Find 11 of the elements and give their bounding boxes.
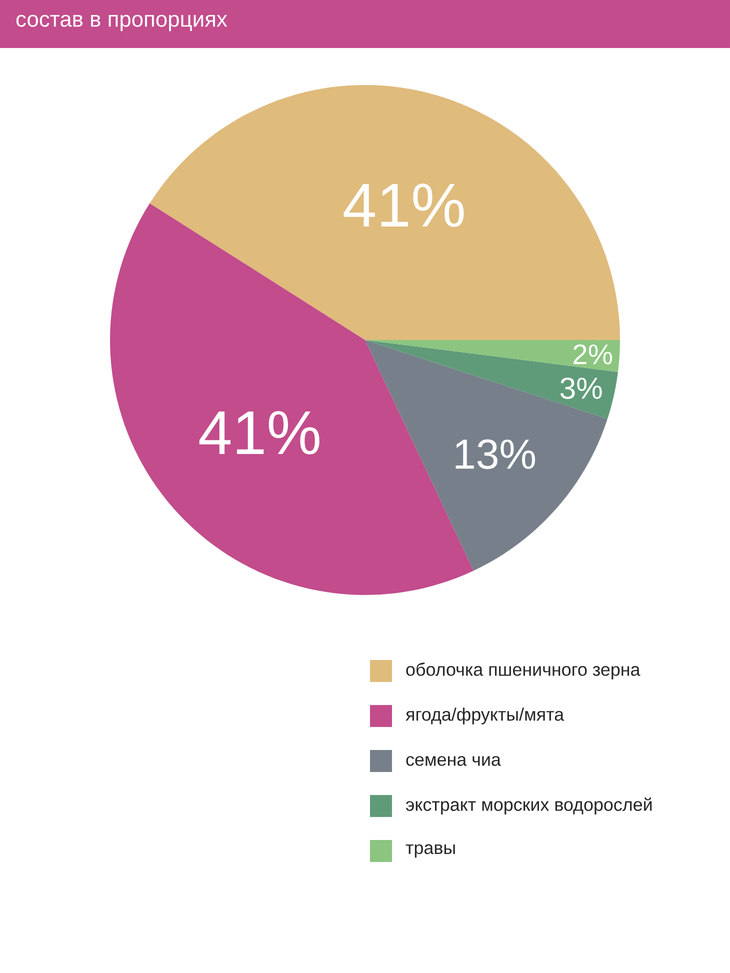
legend-label: оболочка пшеничного зерна — [406, 662, 640, 680]
legend-label: ягода/фрукты/мята — [406, 708, 564, 724]
data-label: 41% — [344, 184, 464, 227]
legend-label: экстракт морских водорослей — [406, 797, 652, 815]
chart-title: состав в пропорциях — [16, 14, 228, 32]
legend-label: семена чиа — [406, 756, 501, 766]
data-label: 2% — [573, 344, 612, 364]
legend-label: травы — [406, 844, 455, 858]
data-label: 3% — [560, 378, 602, 399]
data-label: 13% — [456, 439, 536, 470]
data-label: 41% — [199, 411, 320, 454]
